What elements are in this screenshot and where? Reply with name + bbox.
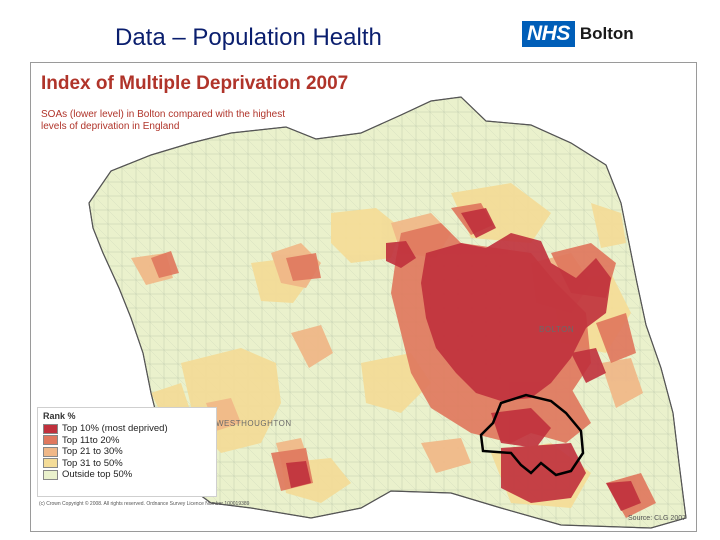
nhs-logo-badge: NHS (522, 21, 575, 47)
legend-label: Top 21 to 30% (62, 446, 123, 458)
legend-title: Rank % (43, 411, 76, 421)
map-source: Source: CLG 2007 (628, 515, 686, 522)
map-legend: Rank % Top 10% (most deprived) Top 11to … (37, 407, 217, 497)
legend-item: Top 11to 20% (43, 435, 211, 447)
legend-item: Top 10% (most deprived) (43, 423, 211, 435)
legend-swatch (43, 469, 58, 480)
map-title: Index of Multiple Deprivation 2007 (41, 73, 349, 94)
legend-label: Top 31 to 50% (62, 457, 123, 469)
map-subtitle: SOAs (lower level) in Bolton compared wi… (41, 109, 286, 132)
legend-swatch (43, 458, 58, 469)
slide-title: Data – Population Health (115, 24, 382, 51)
legend-item: Top 21 to 30% (43, 446, 211, 458)
legend-swatch (43, 435, 58, 446)
legend-label: Outside top 50% (62, 469, 133, 481)
highlight-area-outline (479, 393, 585, 477)
legend-label: Top 11to 20% (62, 434, 120, 446)
nhs-logo-org: Bolton (579, 24, 634, 43)
deprivation-map: Index of Multiple Deprivation 2007 SOAs … (30, 62, 697, 532)
legend-item: Top 31 to 50% (43, 458, 211, 470)
legend-swatch (43, 446, 58, 457)
map-graphic (88, 96, 687, 529)
nhs-bolton-logo: NHS Bolton (522, 20, 634, 48)
place-label-westhoughton: WESTHOUGHTON (216, 419, 292, 428)
legend-label: Top 10% (most deprived) (62, 423, 168, 435)
legend-item: Outside top 50% (43, 469, 211, 481)
place-label-bolton: BOLTON (539, 325, 575, 334)
legend-swatch (43, 423, 58, 434)
map-copyright: (c) Crown Copyright © 2008. All rights r… (39, 501, 250, 507)
